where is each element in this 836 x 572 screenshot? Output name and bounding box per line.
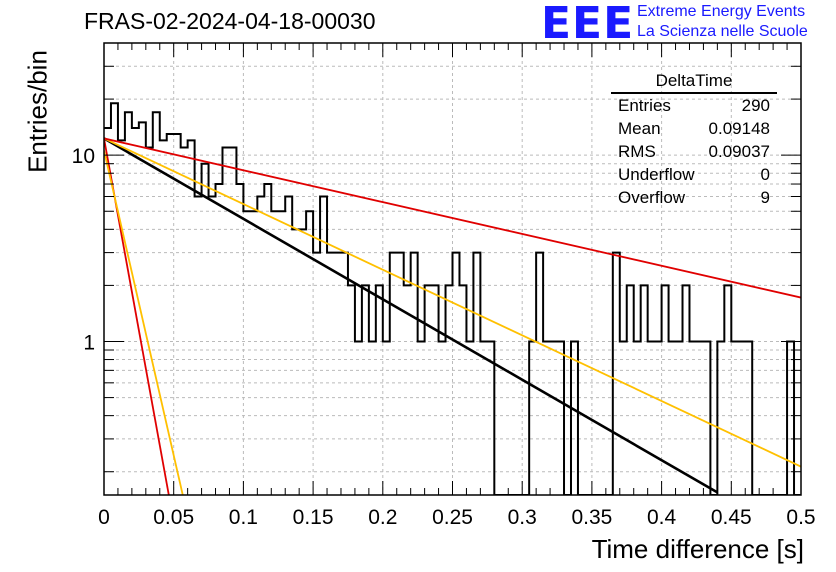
x-tick-label: 0.3 <box>508 506 537 529</box>
x-tick-label: 0.5 <box>786 506 815 529</box>
logo-text: Extreme Energy Events La Scienza nelle S… <box>637 2 808 42</box>
logo-line-1: Extreme Energy Events <box>637 3 806 20</box>
x-tick-label: 0.1 <box>229 506 258 529</box>
x-tick-label: 0.25 <box>432 506 473 529</box>
x-tick-label: 0.2 <box>368 506 397 529</box>
y-tick-label: 1 <box>83 331 95 354</box>
stats-box: DeltaTime Entries 290 Mean 0.09148 RMS 0.09… <box>611 70 777 209</box>
stats-row: Underflow 0 <box>611 163 777 186</box>
x-tick-label: 0.35 <box>571 506 612 529</box>
fit-line <box>104 150 184 495</box>
stats-label: Overflow <box>618 188 686 207</box>
x-axis-label: Time difference [s] <box>591 534 804 564</box>
x-tick-label: 0.05 <box>153 506 194 529</box>
histogram-outline <box>104 102 801 495</box>
y-tick-label: 10 <box>72 145 95 168</box>
y-axis-label: Entries/bin <box>22 50 53 173</box>
fit-line <box>104 137 719 494</box>
fit-line <box>104 137 801 299</box>
stats-row: Overflow 9 <box>611 186 777 209</box>
x-tick-label: 0 <box>98 506 110 529</box>
x-tick-label: 0.15 <box>293 506 334 529</box>
stats-value: 0 <box>760 165 770 184</box>
fit-line <box>104 137 801 468</box>
x-tick-label: 0.45 <box>711 506 752 529</box>
stats-label: Entries <box>618 96 671 115</box>
stats-label: RMS <box>618 142 656 161</box>
x-tick-label: 0.4 <box>647 506 677 529</box>
stats-value: 290 <box>741 96 770 115</box>
stats-value: 0.09148 <box>708 119 770 138</box>
stats-value: 0.09037 <box>708 142 770 161</box>
logo-line-2: La Scienza nelle Scuole <box>637 23 808 40</box>
stats-label: Underflow <box>618 165 695 184</box>
eee-logo: EEE <box>541 0 635 49</box>
stats-label: Mean <box>618 119 661 138</box>
stats-value: 9 <box>760 188 770 207</box>
stats-row: Entries 290 <box>611 94 777 117</box>
stats-row: RMS 0.09037 <box>611 140 777 163</box>
chart-title: FRAS-02-2024-04-18-00030 <box>84 8 376 34</box>
stats-header: DeltaTime <box>611 70 777 94</box>
stats-row: Mean 0.09148 <box>611 117 777 140</box>
